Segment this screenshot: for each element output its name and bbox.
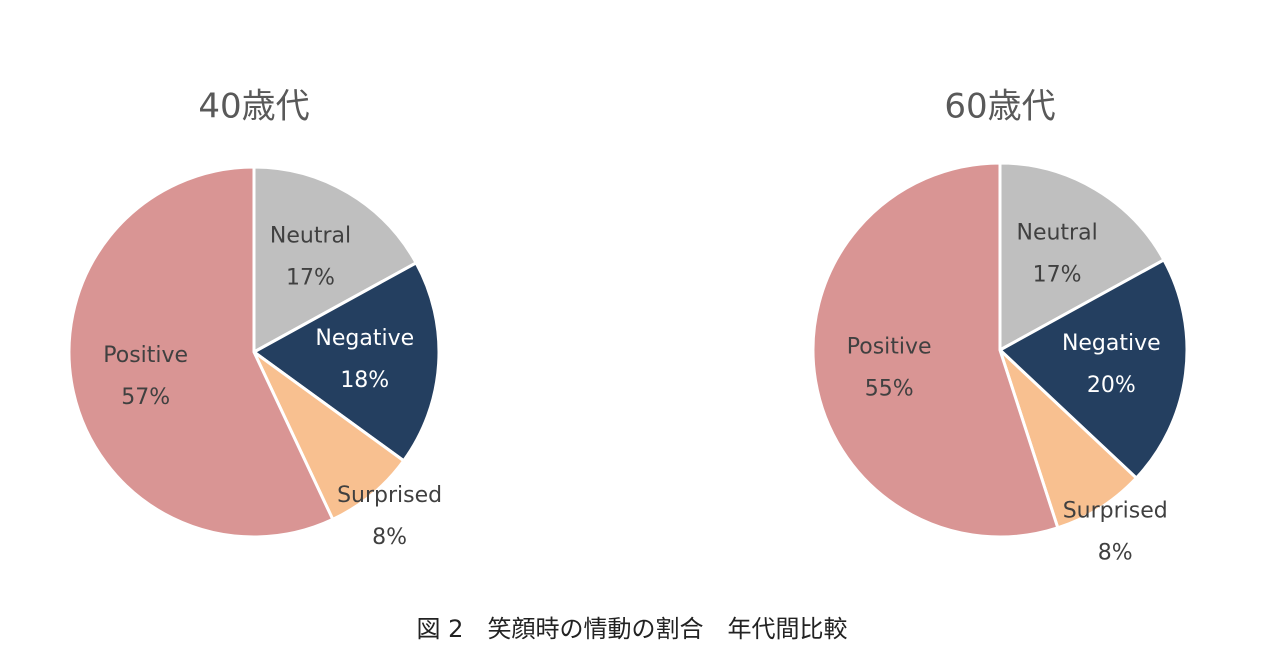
- slice-name: Negative: [315, 326, 414, 351]
- slice-value: 17%: [286, 265, 335, 290]
- slice-value: 17%: [1033, 262, 1082, 287]
- slice-value: 57%: [121, 385, 170, 410]
- slice-name: Neutral: [270, 223, 351, 248]
- slice-value: 8%: [1098, 541, 1133, 566]
- slice-name: Positive: [847, 335, 932, 360]
- slice-name: Negative: [1062, 331, 1161, 356]
- slice-value: 18%: [340, 368, 389, 393]
- slice-value: 20%: [1087, 373, 1136, 398]
- pie-slice: [998, 161, 1166, 353]
- slice-value: 55%: [865, 377, 914, 402]
- pie-slice: [252, 350, 406, 522]
- chart-title: 60歳代: [944, 87, 1055, 127]
- slice-name: Surprised: [1063, 499, 1168, 524]
- pie-slice: [251, 260, 441, 463]
- slice-value: 8%: [372, 525, 407, 550]
- pie-slice: [67, 165, 335, 539]
- slice-name: Positive: [103, 343, 188, 368]
- pie-slice: [252, 165, 419, 355]
- pie-slice: [811, 161, 1060, 539]
- slice-name: Surprised: [337, 483, 442, 508]
- pie-slice: [997, 257, 1189, 481]
- slice-name: Neutral: [1017, 220, 1098, 245]
- chart-title: 40歳代: [198, 87, 309, 127]
- caption: 図 2 笑顔時の情動の割合 年代間比較: [417, 615, 848, 643]
- pie-slice: [998, 348, 1139, 530]
